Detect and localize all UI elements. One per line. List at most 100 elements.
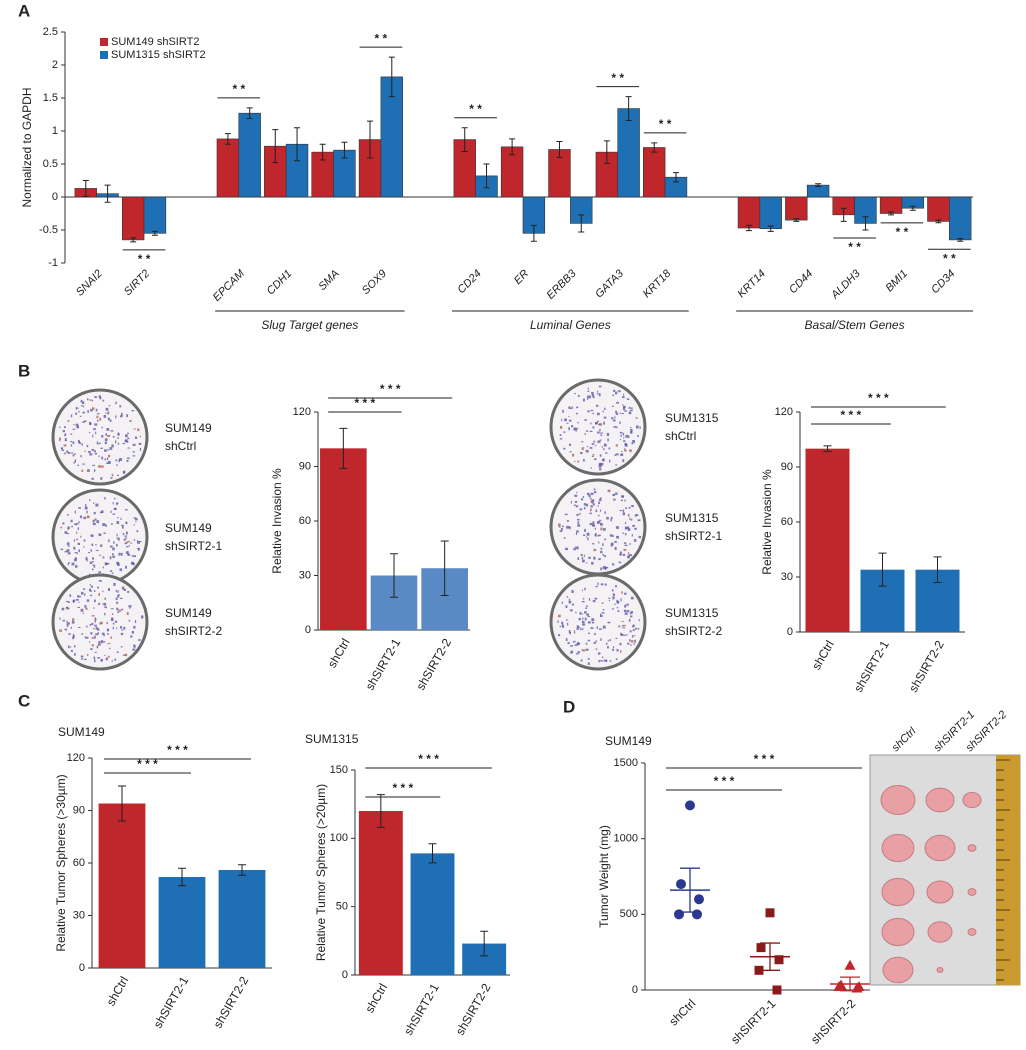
image-label: SUM149 (165, 606, 212, 620)
cell-speck (98, 641, 101, 644)
cell-speck (623, 448, 626, 450)
cell-speck (104, 441, 107, 445)
y-tick-label: 1 (52, 125, 58, 137)
cell-speck (621, 591, 623, 594)
cell-speck (611, 608, 614, 610)
cell-speck (98, 465, 101, 468)
cell-speck (111, 473, 114, 477)
tumor (967, 888, 977, 896)
cell-speck (581, 441, 584, 443)
cell-speck (625, 507, 628, 509)
cell-speck (612, 563, 615, 566)
cell-speck (626, 398, 630, 400)
cell-speck (121, 526, 124, 529)
cell-speck (576, 642, 580, 646)
cell-speck (99, 622, 102, 625)
cell-speck (594, 458, 597, 461)
cell-speck (559, 625, 562, 628)
cell-speck (95, 408, 98, 412)
cell-speck (94, 659, 96, 663)
cell-speck (93, 428, 96, 431)
cell-speck (73, 645, 76, 648)
cell-speck (86, 510, 88, 514)
cell-speck (103, 532, 106, 534)
cell-speck (125, 522, 128, 525)
cell-speck (619, 421, 621, 424)
cell-speck (574, 500, 578, 503)
cell-speck (591, 618, 595, 622)
cell-speck (598, 659, 601, 663)
cell-speck (70, 433, 73, 435)
cell-speck (615, 410, 618, 413)
y-tick-label: 60 (781, 516, 793, 528)
cell-speck (72, 454, 75, 457)
cell-speck (85, 503, 87, 507)
cell-speck (582, 627, 584, 631)
cell-speck (133, 555, 136, 558)
cell-speck (599, 464, 602, 468)
cell-speck (619, 642, 622, 646)
cell-speck (611, 417, 614, 420)
cell-speck (625, 434, 628, 438)
cell-speck (621, 412, 624, 415)
cell-speck (100, 477, 103, 480)
cell-speck (100, 658, 103, 662)
cell-speck (602, 528, 606, 531)
cell-speck (595, 648, 598, 650)
cell-speck (83, 516, 87, 520)
cell-speck (610, 518, 612, 522)
cell-speck (89, 561, 93, 564)
cell-speck (582, 459, 585, 462)
tumor (924, 834, 956, 862)
cell-speck (102, 566, 104, 569)
cell-speck (615, 391, 618, 395)
cell-speck (119, 415, 123, 418)
cell-speck (586, 532, 590, 536)
cell-speck (74, 652, 76, 656)
significance-label: * * * (754, 752, 775, 766)
error-bar (246, 107, 253, 119)
bar (320, 448, 367, 630)
cell-speck (83, 658, 87, 661)
cell-speck (632, 625, 635, 628)
point (685, 800, 695, 811)
cell-speck (576, 491, 578, 494)
well-image (51, 488, 149, 586)
cell-speck (80, 591, 84, 594)
image-label: shCtrl (665, 429, 696, 443)
point (692, 909, 702, 920)
cell-speck (62, 522, 65, 525)
cell-speck (588, 494, 591, 497)
cell-speck (610, 544, 613, 547)
cell-speck (631, 442, 634, 445)
cell-speck (131, 630, 135, 634)
cell-speck (94, 651, 97, 653)
cell-speck (64, 531, 68, 534)
cell-speck (63, 452, 66, 455)
cell-speck (71, 620, 75, 624)
cell-speck (81, 469, 84, 472)
image-label: shCtrl (165, 439, 196, 453)
cell-speck (74, 453, 76, 456)
cell-speck (130, 561, 134, 565)
cell-speck (67, 526, 70, 529)
cell-speck (583, 507, 586, 510)
cell-speck (619, 551, 622, 553)
cell-speck (94, 620, 97, 623)
cell-speck (604, 555, 607, 558)
cell-speck (99, 580, 103, 582)
cell-speck (574, 494, 578, 497)
cell-speck (119, 626, 123, 629)
cell-speck (80, 455, 82, 458)
cell-speck (133, 645, 136, 648)
cell-speck (576, 625, 579, 629)
cell-speck (64, 439, 67, 442)
cell-speck (575, 611, 577, 614)
cell-speck (586, 562, 588, 564)
y-tick-label: 1000 (614, 833, 638, 845)
cell-speck (636, 425, 639, 429)
cell-speck (597, 521, 601, 523)
cell-speck (88, 551, 91, 554)
cell-speck (123, 471, 125, 474)
cell-speck (96, 520, 100, 524)
